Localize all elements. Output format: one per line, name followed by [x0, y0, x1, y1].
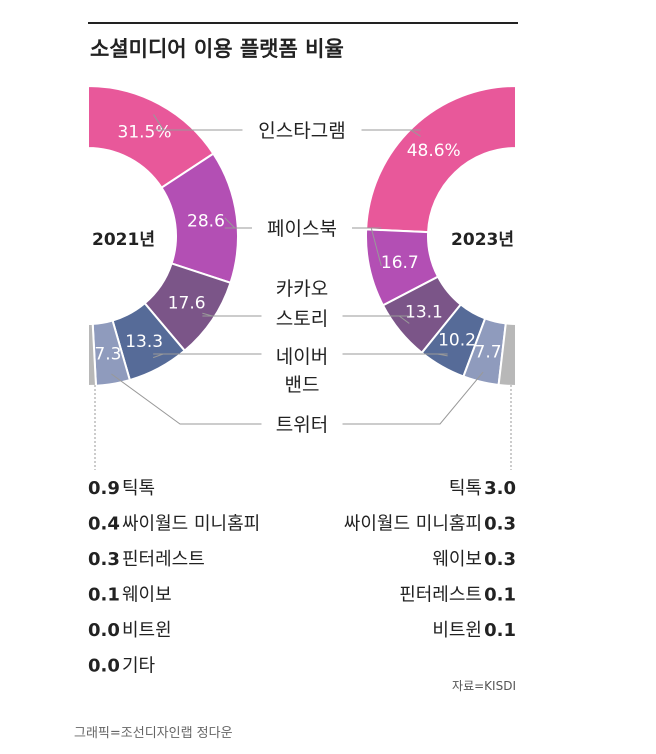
other-value: 0.1: [484, 585, 516, 606]
other-label: 웨이보: [432, 549, 482, 570]
leader-line: [202, 312, 213, 317]
leader-line: [410, 129, 421, 137]
other-value: 0.3: [484, 549, 516, 570]
category-label: 밴드: [285, 374, 320, 396]
leader-line: [342, 371, 484, 425]
pie-slice: [497, 322, 517, 388]
other-label: 비트윈: [432, 620, 482, 641]
other-label: 기타: [122, 656, 156, 677]
category-label: 스토리: [276, 308, 328, 330]
other-label: 핀터레스트: [399, 585, 482, 606]
title-rule: [88, 22, 518, 24]
leader-line: [153, 114, 164, 131]
category-label: 인스타그램: [258, 120, 345, 142]
other-value: 0.0: [88, 620, 120, 641]
slice-value-label: 7.7: [475, 343, 502, 363]
other-label: 핀터레스트: [122, 549, 205, 570]
other-value: 0.3: [484, 514, 516, 535]
other-value: 0.9: [88, 478, 120, 499]
other-value: 0.3: [88, 549, 120, 570]
leader-line: [111, 373, 262, 425]
other-value: 0.1: [484, 620, 516, 641]
slice-value-label: 7.3: [94, 344, 121, 364]
slice-value-label: 16.7: [381, 253, 419, 273]
credit-text: 그래픽=조선디자인랩 정다운: [74, 726, 233, 741]
other-label: 싸이월드 미니홈피: [122, 514, 260, 535]
leader-line: [398, 315, 410, 324]
slice-value-label: 10.2: [438, 330, 476, 350]
leader-line: [224, 217, 236, 229]
slice-value-label: 48.6%: [407, 141, 461, 161]
chart-title: 소셜미디어 이용 플랫폼 비율: [90, 37, 344, 61]
other-label: 싸이월드 미니홈피: [344, 514, 482, 535]
category-label: 페이스북: [267, 218, 337, 240]
leader-line: [437, 353, 448, 357]
other-label: 틱톡: [122, 478, 155, 499]
plot-area: 31.5% 28.6 17.613.37.3 48.6% 16.7 13.1 10.27.7: [87, 86, 517, 388]
other-label: 틱톡: [449, 478, 482, 499]
pie-slice: [87, 322, 98, 388]
slice-value-label: 13.1: [405, 302, 443, 322]
category-label: 네이버: [276, 346, 328, 368]
source-label: 자료=KISDI: [452, 679, 516, 693]
other-value: 0.4: [88, 514, 120, 535]
other-label: 웨이보: [122, 585, 172, 606]
other-value: 3.0: [484, 478, 516, 499]
other-value: 0.1: [88, 585, 120, 606]
other-value: 0.0: [88, 656, 120, 677]
pie-slice: [365, 86, 517, 234]
slice-value-label: 17.6: [168, 294, 206, 314]
leader-line: [370, 227, 382, 267]
category-label: 트위터: [276, 414, 328, 436]
category-label: 카카오: [276, 278, 328, 300]
slice-value-label: 13.3: [125, 332, 163, 352]
year-label: 2021년: [92, 230, 155, 250]
other-label: 비트윈: [122, 620, 172, 641]
slice-value-label: 31.5%: [118, 122, 172, 142]
slice-value-label: 28.6: [187, 211, 225, 231]
year-label: 2023년: [451, 230, 514, 250]
leader-line: [152, 353, 164, 359]
